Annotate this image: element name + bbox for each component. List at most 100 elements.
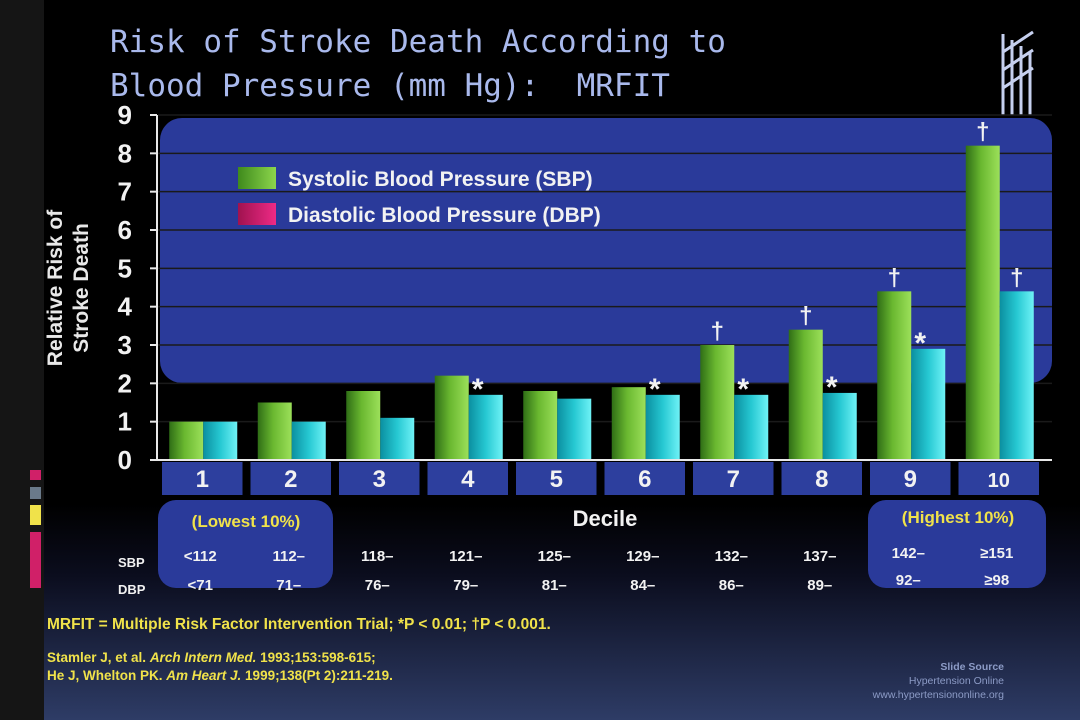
significance-mark-sbp: † (711, 318, 724, 345)
reference-2-citation: 1999;138(Pt 2):211-219. (241, 668, 393, 683)
x-axis-title: Decile (573, 506, 638, 531)
x-category-box (693, 462, 774, 495)
legend-label-sbp: Systolic Blood Pressure (SBP) (288, 168, 593, 191)
y-tick-label: 6 (118, 215, 132, 245)
slide-source-line-1: Hypertension Online (908, 675, 1004, 687)
reference-1-journal: Arch Intern Med. (149, 650, 257, 665)
significance-mark-sbp: † (976, 119, 989, 146)
reference-1-citation: 1993;153:598-615; (256, 650, 376, 665)
lowest-decile-label: (Lowest 10%) (192, 512, 301, 531)
bar-sbp-decile-9 (877, 291, 912, 460)
bar-dbp-decile-6 (645, 394, 680, 460)
legend: Systolic Blood Pressure (SBP) Diastolic … (238, 167, 601, 227)
dbp-range-label: 89– (807, 577, 832, 594)
title-line-1: Risk of Stroke Death According to (110, 24, 726, 60)
y-axis: 0 1 2 3 4 5 6 7 8 9 (118, 100, 158, 475)
y-tick-label: 9 (118, 100, 132, 130)
bar-sbp-decile-8 (788, 329, 823, 460)
bar-sbp-decile-1 (169, 421, 204, 460)
reference-2-journal: Am Heart J. (166, 668, 242, 683)
significance-mark-sbp: † (799, 303, 812, 330)
x-tick-label: 9 (904, 466, 917, 493)
bar-dbp-decile-4 (468, 394, 503, 460)
sbp-range-label: 142– (892, 545, 925, 562)
bar-sbp-decile-4 (434, 375, 469, 460)
sbp-range-label: 118– (361, 548, 394, 565)
sbp-row-label: SBP (118, 555, 145, 570)
slide-source: Slide Source Hypertension Online www.hyp… (873, 660, 1004, 702)
sbp-range-label: 132– (715, 548, 748, 565)
significance-mark-dbp: * (649, 373, 661, 406)
dbp-range-label: ≥98 (984, 572, 1009, 589)
significance-marks: * * † * † * † * † † (472, 119, 1024, 406)
reference-2-authors: He J, Whelton PK. (47, 668, 167, 683)
references: Stamler J, et al. Arch Intern Med. 1993;… (47, 649, 393, 685)
sbp-range-label: 125– (538, 548, 571, 565)
significance-mark-dbp: * (826, 371, 838, 404)
x-tick-label: 6 (638, 466, 651, 493)
bar-sbp-decile-7 (700, 345, 735, 460)
dbp-row-label: DBP (118, 582, 146, 597)
bar-sbp-decile-5 (523, 391, 558, 460)
bar-sbp-decile-3 (346, 391, 381, 460)
y-axis-title-line-2: Stroke Death (70, 223, 93, 353)
bar-dbp-decile-1 (203, 421, 238, 460)
bp-range-labels: <112 <71 112– 71– 118– 76– 121– 79– 125– 81– 129– 8… (184, 545, 1014, 594)
bar-dbp-decile-3 (380, 417, 415, 460)
reference-2: He J, Whelton PK. Am Heart J. 1999;138(P… (47, 667, 393, 685)
significance-mark-dbp: † (1010, 264, 1023, 291)
x-category-box (516, 462, 597, 495)
x-axis: 1 2 3 4 5 6 7 8 9 10 (150, 459, 1052, 495)
dbp-range-label: 81– (542, 577, 567, 594)
x-category-box (870, 462, 951, 495)
slide-source-line-2: www.hypertensiononline.org (872, 689, 1004, 701)
sbp-range-label: 129– (626, 548, 659, 565)
dbp-range-label: 71– (276, 577, 301, 594)
sbp-range-label: 112– (272, 548, 305, 565)
lowest-decile-panel (158, 500, 333, 588)
bar-sbp-decile-6 (611, 387, 646, 460)
bar-sbp-decile-10 (965, 145, 1000, 460)
y-tick-label: 7 (118, 177, 132, 207)
legend-swatch-sbp (238, 167, 276, 189)
plot-highlight-panel (160, 118, 1052, 383)
slide-source-title: Slide Source (940, 661, 1004, 673)
deco-bar-pink (30, 532, 41, 588)
significance-mark-sbp: † (888, 264, 901, 291)
y-tick-label: 3 (118, 330, 132, 360)
slide-title: Risk of Stroke Death According to Blood … (110, 20, 1050, 108)
bar-dbp-decile-8 (822, 392, 857, 460)
significance-mark-dbp: * (914, 327, 926, 360)
x-category-box (250, 462, 331, 495)
title-line-2: Blood Pressure (mm Hg): MRFIT (110, 68, 670, 104)
x-category-box (958, 462, 1039, 495)
x-tick-label: 3 (373, 466, 386, 493)
x-category-box (427, 462, 508, 495)
y-tick-label: 5 (118, 253, 132, 283)
sbp-range-label: <112 (184, 548, 217, 565)
bar-dbp-decile-5 (557, 398, 592, 460)
dbp-range-label: 84– (630, 577, 655, 594)
y-tick-label: 2 (118, 368, 132, 398)
x-tick-label: 5 (550, 466, 563, 493)
bars (169, 145, 1034, 460)
deco-diagonal-lines (1001, 30, 1034, 115)
deco-square-gray (30, 487, 41, 499)
reference-1-authors: Stamler J, et al. (47, 650, 150, 665)
reference-1: Stamler J, et al. Arch Intern Med. 1993;… (47, 649, 393, 667)
bar-dbp-decile-7 (734, 394, 769, 460)
footnote: MRFIT = Multiple Risk Factor Interventio… (47, 616, 551, 633)
bar-dbp-decile-2 (291, 421, 326, 460)
y-tick-label: 1 (118, 407, 132, 437)
x-tick-label: 2 (284, 466, 297, 493)
x-tick-label: 1 (196, 466, 209, 493)
x-category-box (781, 462, 862, 495)
x-category-box (339, 462, 420, 495)
y-axis-title: Relative Risk of Stroke Death (44, 209, 93, 366)
y-axis-title-line-1: Relative Risk of (44, 209, 67, 366)
legend-label-dbp: Diastolic Blood Pressure (DBP) (288, 204, 601, 227)
legend-swatch-dbp (238, 203, 276, 225)
x-tick-label: 7 (727, 466, 740, 493)
